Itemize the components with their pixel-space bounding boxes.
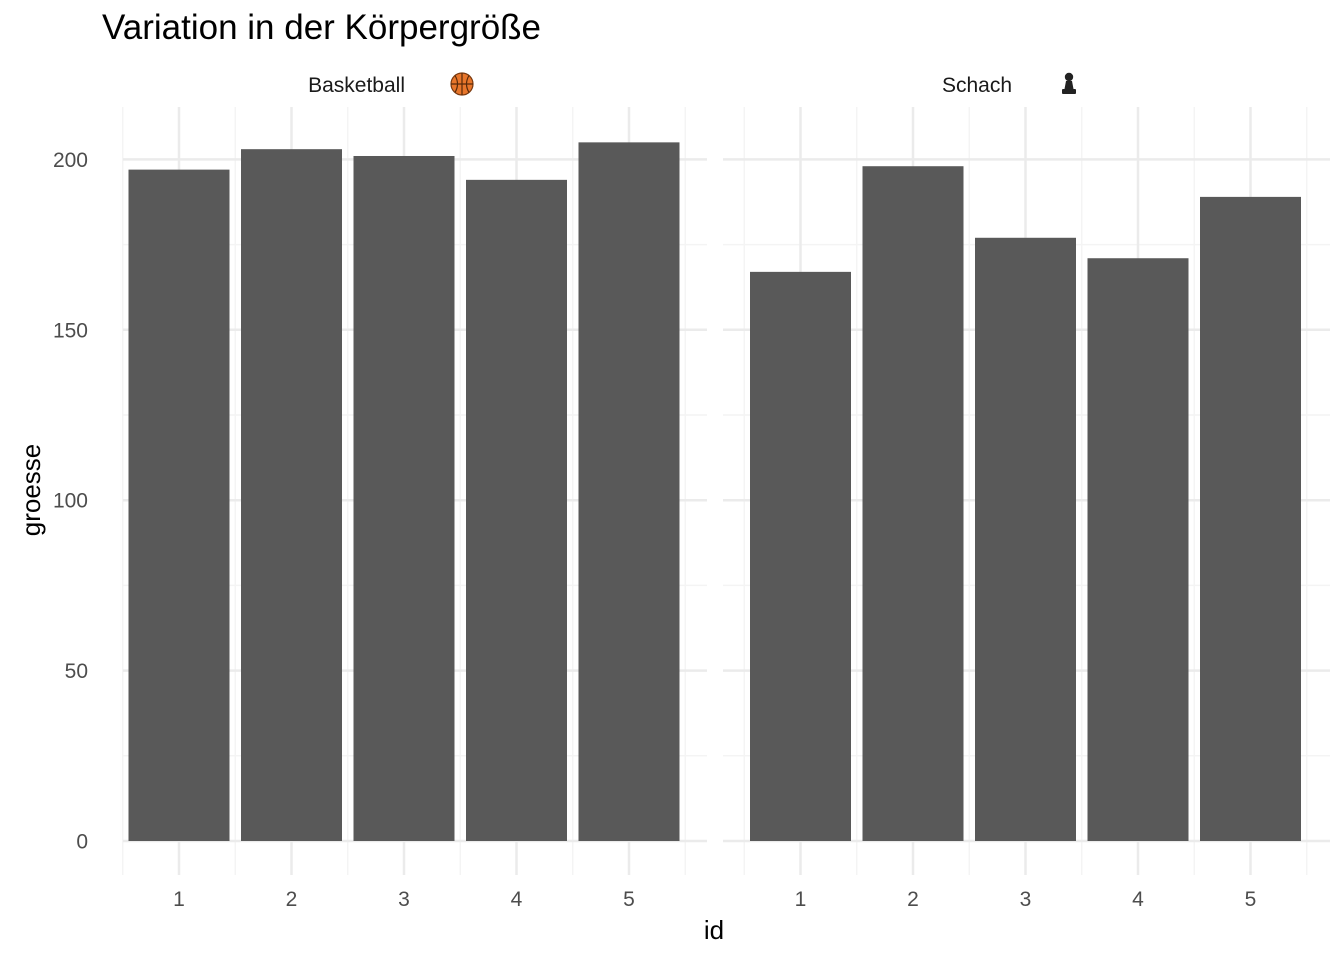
bar-basketball-5 — [578, 142, 680, 842]
bar-basketball-1 — [128, 169, 230, 841]
y-tick-label: 100 — [53, 490, 88, 513]
basketball-seam — [465, 75, 470, 93]
x-tick-label: 1 — [795, 888, 807, 911]
bar-basketball-3 — [353, 155, 455, 841]
pawn-body — [1064, 81, 1074, 89]
bar-basketball-4 — [466, 179, 567, 841]
bar-schach-3 — [975, 237, 1076, 841]
y-tick-label: 50 — [65, 660, 88, 683]
panel-2: 1 2 3 4 5 Schach — [723, 72, 1330, 911]
y-tick-label: 200 — [53, 149, 88, 172]
x-tick-label: 3 — [1020, 888, 1032, 911]
bar-basketball-2 — [241, 149, 342, 841]
bar-schach-2 — [862, 166, 964, 841]
chess-pawn-icon — [1062, 72, 1076, 94]
x-tick-label: 2 — [286, 888, 298, 911]
strip-label: Basketball — [308, 74, 405, 97]
x-tick-label: 5 — [1245, 888, 1257, 911]
x-tick-label: 4 — [1132, 888, 1144, 911]
y-tick-label: 150 — [53, 319, 88, 342]
y-axis-title: groesse — [16, 444, 46, 537]
x-tick-label: 1 — [173, 888, 185, 911]
panel-1: 1 2 3 4 5 Basketball — [122, 72, 707, 911]
bar-schach-4 — [1087, 258, 1189, 841]
pawn-base — [1062, 89, 1076, 94]
basketball-icon — [450, 72, 474, 96]
x-tick-label: 3 — [398, 888, 410, 911]
strip-label: Schach — [942, 74, 1012, 97]
bar-schach-5 — [1200, 196, 1301, 841]
x-tick-label: 4 — [511, 888, 523, 911]
pawn-head — [1064, 72, 1074, 82]
basketball-seam — [454, 75, 459, 93]
y-tick-label: 0 — [76, 831, 88, 854]
chart-title: Variation in der Körpergröße — [102, 8, 542, 47]
x-tick-label: 2 — [907, 888, 919, 911]
x-axis-title: id — [704, 915, 724, 945]
x-tick-label: 5 — [623, 888, 635, 911]
bar-schach-1 — [750, 271, 851, 841]
